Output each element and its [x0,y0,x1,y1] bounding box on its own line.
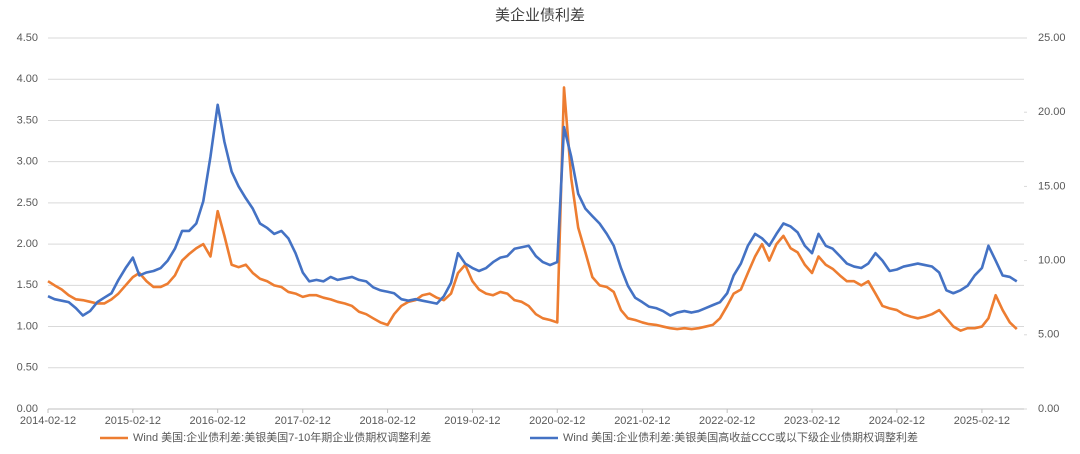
y2-tick-label: 0.00 [1038,403,1059,415]
y-tick-label: 2.50 [17,197,38,209]
x-tick-label: 2022-02-12 [699,415,755,427]
x-tick-label: 2021-02-12 [614,415,670,427]
y2-tick-label: 10.00 [1038,255,1066,267]
y-tick-label: 0.00 [17,403,38,415]
x-tick-label: 2014-02-12 [20,415,76,427]
x-tick-label: 2024-02-12 [869,415,925,427]
y-tick-label: 1.00 [17,320,38,332]
series-line [47,86,1018,332]
x-tick-label: 2015-02-12 [105,415,161,427]
y-tick-label: 1.50 [17,279,38,291]
y-tick-label: 0.50 [17,362,38,374]
y-tick-label: 2.00 [17,238,38,250]
y-tick-label: 4.00 [17,73,38,85]
series-line [47,103,1018,317]
y2-tick-label: 15.00 [1038,180,1066,192]
x-tick-label: 2019-02-12 [444,415,500,427]
x-tick-label: 2018-02-12 [359,415,415,427]
y-tick-label: 4.50 [17,32,38,44]
y-tick-label: 3.50 [17,114,38,126]
y2-tick-label: 20.00 [1038,106,1066,118]
x-tick-label: 2020-02-12 [529,415,585,427]
x-tick-label: 2025-02-12 [954,415,1010,427]
y2-tick-label: 5.00 [1038,329,1059,341]
legend-label: Wind 美国:企业债利差:美银美国7-10年期企业债期权调整利差 [133,430,431,444]
x-tick-label: 2023-02-12 [784,415,840,427]
legend-label: Wind 美国:企业债利差:美银美国高收益CCC或以下级企业债期权调整利差 [563,430,918,444]
x-tick-label: 2016-02-12 [190,415,246,427]
x-tick-label: 2017-02-12 [275,415,331,427]
y2-tick-label: 25.00 [1038,32,1066,44]
y-tick-label: 3.00 [17,156,38,168]
chart-title: 美企业债利差 [495,6,585,24]
